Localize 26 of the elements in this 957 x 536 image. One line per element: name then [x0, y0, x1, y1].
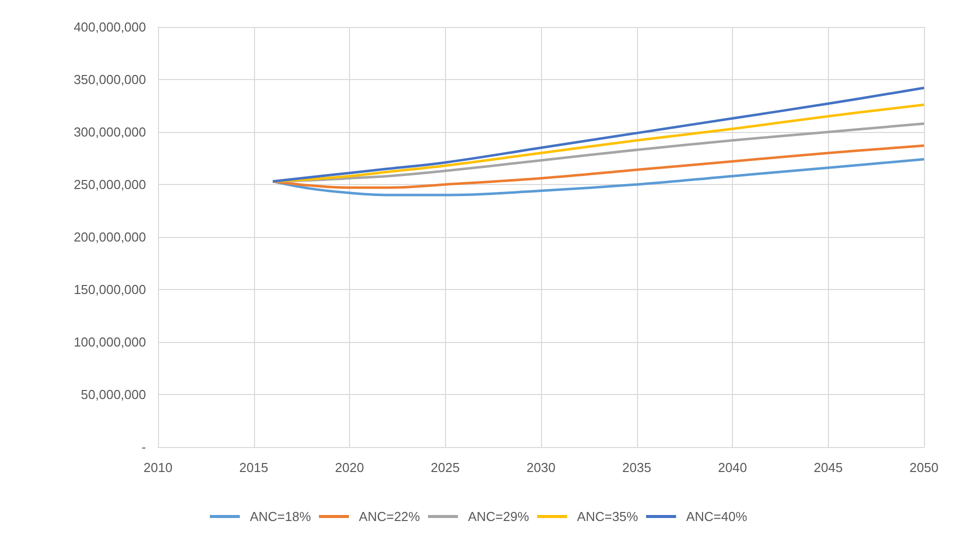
y-tick-label: 300,000,000 [74, 124, 146, 140]
x-tick-label: 2010 [144, 460, 172, 475]
y-tick-label: 250,000,000 [74, 177, 146, 192]
y-tick-label: 50,000,000 [80, 387, 146, 402]
y-tick-label: 350,000,000 [74, 72, 146, 87]
line-series [272, 144, 926, 189]
legend-label: ANC=29% [468, 509, 530, 524]
x-tick-label: 2025 [430, 460, 460, 475]
x-tick-label: 2040 [718, 460, 747, 475]
legend-label: ANC=35% [577, 509, 639, 524]
x-tick-label: 2015 [239, 460, 268, 475]
legend-label: ANC=22% [358, 509, 420, 524]
x-tick-label: 2050 [910, 460, 938, 475]
x-tick-label: 2045 [814, 460, 843, 475]
x-tick-label: 2035 [622, 460, 652, 475]
y-tick-label: 400,000,000 [74, 20, 146, 34]
y-tick-label: 150,000,000 [74, 282, 146, 297]
x-tick-label: 2020 [335, 460, 364, 475]
x-tick-label: 2030 [526, 460, 556, 475]
legend-label: ANC=40% [686, 509, 748, 524]
line-series [272, 86, 926, 183]
y-tick-label: 100,000,000 [74, 334, 146, 350]
y-tick-label: - [142, 440, 146, 454]
line-series [272, 158, 926, 196]
y-tick-label: 200,000,000 [74, 230, 146, 244]
legend-label: ANC=18% [250, 509, 312, 524]
